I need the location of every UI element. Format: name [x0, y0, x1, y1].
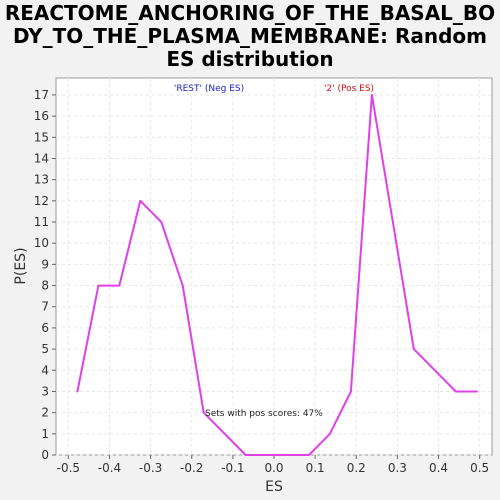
x-tick-label: 0.3 [388, 461, 407, 475]
chart-title: REACTOME_ANCHORING_OF_THE_BASAL_BO DY_TO… [0, 2, 500, 71]
y-tick-label: 17 [34, 88, 49, 102]
y-axis-title: P(ES) [13, 247, 29, 284]
y-tick-label: 14 [34, 151, 49, 165]
x-tick-label: -0.3 [139, 461, 162, 475]
legend-pos-es: '2' (Pos ES) [324, 84, 374, 94]
y-tick-label: 11 [34, 215, 49, 229]
x-tick-label: -0.2 [180, 461, 203, 475]
data-point [181, 284, 184, 287]
x-axis-ticks: -0.5 -0.4 -0.3 -0.2 -0.1 0.0 0.1 0.2 0.3 0.4 0.5 [57, 455, 489, 475]
data-point [118, 284, 121, 287]
y-tick-label: 10 [34, 236, 49, 250]
data-point [370, 93, 373, 96]
data-point [97, 284, 100, 287]
y-tick-label: 4 [41, 363, 49, 377]
y-tick-label: 7 [41, 300, 49, 314]
data-point [475, 390, 478, 393]
x-tick-label: 0.4 [429, 461, 448, 475]
x-tick-label: 0.0 [264, 461, 283, 475]
y-tick-label: 15 [34, 130, 49, 144]
y-tick-label: 6 [41, 321, 49, 335]
x-tick-label: -0.1 [221, 461, 244, 475]
y-tick-label: 3 [41, 384, 49, 398]
data-point [454, 390, 457, 393]
y-tick-label: 9 [41, 257, 49, 271]
data-point [349, 390, 352, 393]
chart-title-line-1: REACTOME_ANCHORING_OF_THE_BASAL_BO [4, 1, 496, 25]
y-tick-label: 16 [34, 109, 49, 123]
legend-neg-es: 'REST' (Neg ES) [174, 84, 244, 94]
x-axis-title: ES [265, 479, 283, 495]
y-tick-label: 0 [41, 448, 49, 462]
data-point [139, 199, 142, 202]
chart-title-line-3: ES distribution [166, 47, 334, 71]
y-tick-label: 8 [41, 279, 49, 293]
x-tick-label: -0.5 [57, 461, 80, 475]
data-point [202, 411, 205, 414]
series-layer [76, 93, 478, 456]
x-tick-label: 0.1 [306, 461, 325, 475]
y-tick-label: 12 [34, 194, 49, 208]
y-tick-label: 2 [41, 406, 49, 420]
y-tick-label: 1 [41, 427, 49, 441]
data-point [412, 348, 415, 351]
data-point [328, 432, 331, 435]
data-point [307, 454, 310, 456]
data-point [160, 221, 163, 224]
y-tick-label: 13 [34, 173, 49, 187]
pos-score-annotation: Sets with pos scores: 47% [205, 409, 323, 419]
x-tick-label: 0.5 [470, 461, 489, 475]
x-tick-label: 0.2 [347, 461, 366, 475]
y-tick-label: 5 [41, 342, 49, 356]
x-tick-label: -0.4 [98, 461, 121, 475]
data-point [76, 390, 79, 393]
chart-title-line-2: DY_TO_THE_PLASMA_MEMBRANE: Random [13, 24, 487, 48]
data-point [244, 454, 247, 456]
grid-lines [56, 78, 492, 456]
